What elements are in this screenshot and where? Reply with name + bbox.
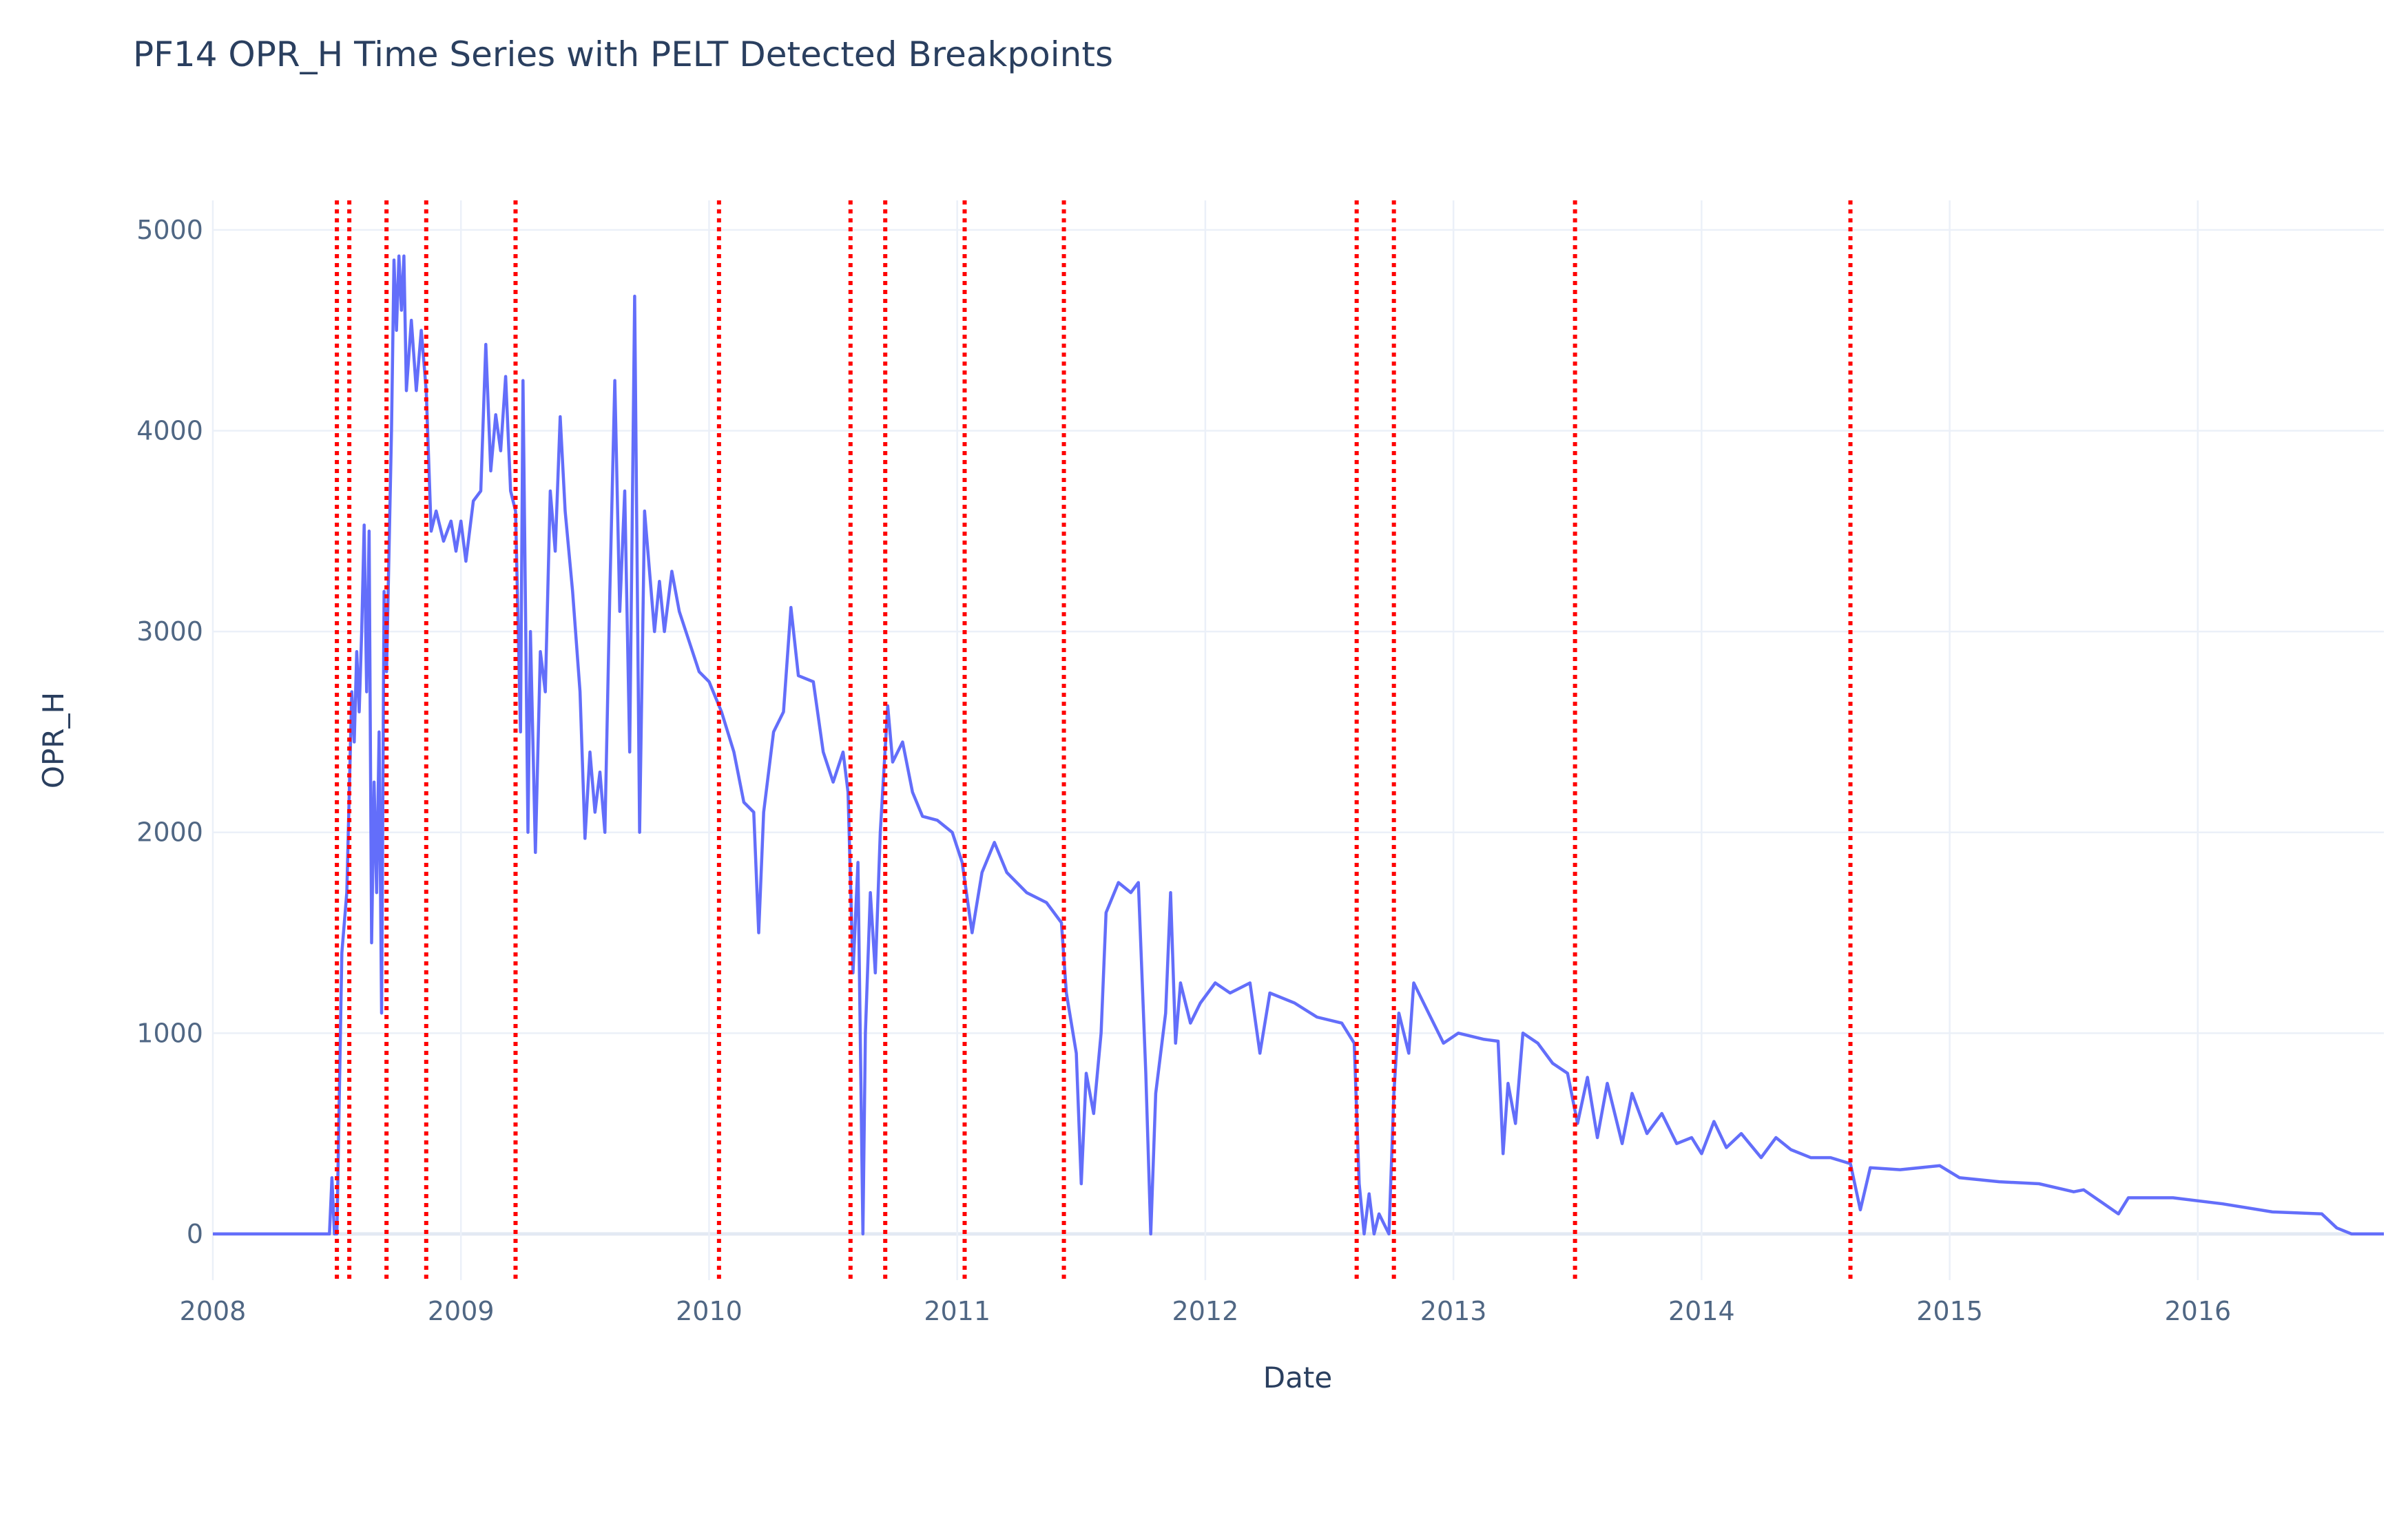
chart-title: PF14 OPR_H Time Series with PELT Detecte…	[133, 34, 1113, 74]
x-tick-label: 2014	[1668, 1296, 1735, 1326]
y-axis-title: OPR_H	[37, 692, 70, 788]
x-tick-label: 2010	[676, 1296, 743, 1326]
data-line	[213, 254, 2384, 1236]
y-tick-label: 0	[187, 1219, 203, 1249]
y-tick-label: 2000	[136, 817, 203, 848]
x-tick-label: 2015	[1916, 1296, 1983, 1326]
x-tick-label: 2011	[924, 1296, 990, 1326]
x-tick-label: 2013	[1420, 1296, 1487, 1326]
y-tick-label: 1000	[136, 1018, 203, 1048]
y-tick-label: 3000	[136, 616, 203, 647]
y-tick-label: 4000	[136, 415, 203, 446]
x-tick-label: 2009	[428, 1296, 495, 1326]
x-tick-label: 2012	[1172, 1296, 1239, 1326]
x-tick-label: 2008	[180, 1296, 247, 1326]
x-tick-label: 2016	[2164, 1296, 2231, 1326]
x-axis-title: Date	[1263, 1361, 1332, 1394]
y-tick-label: 5000	[136, 215, 203, 245]
